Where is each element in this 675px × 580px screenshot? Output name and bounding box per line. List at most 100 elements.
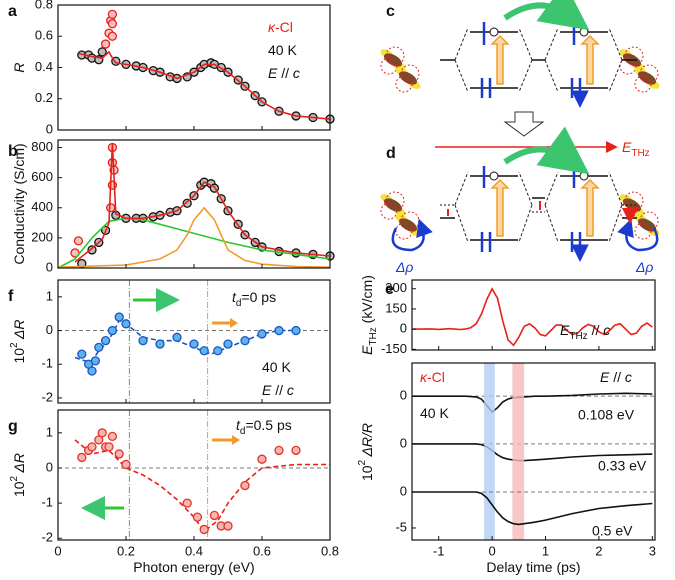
panel-label: d xyxy=(386,145,396,162)
data-point xyxy=(87,442,97,452)
text-part: 2 xyxy=(9,475,20,481)
y-axis-label: 102 ΔR xyxy=(9,319,27,363)
text-part: d xyxy=(236,298,242,309)
y-tick-label: 600 xyxy=(31,169,53,184)
x-tick-label: 1 xyxy=(542,543,549,558)
data-point xyxy=(291,445,301,456)
text-part: Δρ xyxy=(635,259,653,275)
text-part: // xyxy=(277,65,293,81)
data-point xyxy=(182,498,192,508)
annotation: κ-Cl xyxy=(268,19,293,35)
x-axis-label: Photon energy (eV) xyxy=(133,559,254,575)
spin xyxy=(480,22,580,98)
y-axis-label: 102 ΔR xyxy=(9,453,27,497)
x-tick-label: 0 xyxy=(54,543,61,558)
charge-shift xyxy=(617,218,659,252)
data-point xyxy=(73,236,84,246)
text-part: 40 K xyxy=(420,405,449,421)
x-tick-label: 0 xyxy=(488,543,495,558)
data-point xyxy=(199,524,209,535)
molecule xyxy=(393,211,423,240)
data-point xyxy=(114,449,124,459)
y-tick-label: 0 xyxy=(400,435,407,450)
y-tick-label: -2 xyxy=(41,530,53,545)
text-part: E xyxy=(622,139,632,155)
text-part: =0 ps xyxy=(241,289,276,305)
text-part: t xyxy=(232,289,237,305)
y-tick-label: 0 xyxy=(400,388,407,403)
text-part: 2 xyxy=(357,459,368,465)
data-point xyxy=(209,510,220,521)
data-point xyxy=(97,47,107,57)
diagram-c: c ETHz xyxy=(378,0,662,159)
y-tick-label: 0.6 xyxy=(35,28,53,43)
plot-frame xyxy=(411,362,656,541)
arrow-head xyxy=(232,435,240,445)
panel-label: e xyxy=(385,281,394,298)
x-tick-label: 0.8 xyxy=(321,543,339,558)
y-tick-label: 0 xyxy=(46,459,53,474)
data-point xyxy=(107,9,118,20)
data-point xyxy=(100,336,111,346)
text-part: THz xyxy=(368,327,379,345)
data-point xyxy=(107,19,118,29)
data-point xyxy=(291,325,301,336)
text-part: THz xyxy=(569,331,587,342)
data-line xyxy=(412,443,653,462)
annotation: 40 K xyxy=(420,405,449,421)
level-guide xyxy=(454,27,623,93)
delta-rho: Δρ xyxy=(395,259,413,275)
level-shift xyxy=(447,201,630,216)
text-part: 2 xyxy=(9,342,20,348)
spin xyxy=(480,166,580,252)
charge-shift xyxy=(391,218,433,252)
hole xyxy=(579,171,589,181)
data-point xyxy=(192,512,203,522)
diagram-d: d Δρ Δρ xyxy=(378,126,662,275)
data-point xyxy=(274,445,284,456)
text-part: (kV/cm) xyxy=(359,275,375,327)
energy-level xyxy=(440,31,637,89)
data-point xyxy=(182,198,192,208)
annotation: td=0.5 ps xyxy=(236,417,292,437)
text-part: Conductivity (S/cm) xyxy=(11,143,27,264)
data-point xyxy=(172,332,182,342)
level-guide xyxy=(454,171,623,243)
text-part: t xyxy=(236,417,241,433)
text-part: d xyxy=(240,426,246,437)
annotation: 40 K xyxy=(268,42,297,58)
y-axis-label: 102 ΔR/R xyxy=(357,423,375,481)
text-part: // xyxy=(609,369,625,385)
y-tick-label: 800 xyxy=(31,139,53,154)
excitation xyxy=(490,178,600,237)
data-line xyxy=(74,319,296,362)
y-tick-label: 1 xyxy=(46,424,53,439)
y-tick-label: 1 xyxy=(46,288,53,303)
molecule xyxy=(632,64,662,93)
data-point xyxy=(77,349,87,359)
text-part: 10 xyxy=(359,465,375,481)
text-part: 40 K xyxy=(262,359,291,375)
x-tick-label: 2 xyxy=(595,543,602,558)
text-part: Δρ xyxy=(395,259,413,275)
data-point xyxy=(189,339,199,349)
text-part: Photon energy (eV) xyxy=(133,559,254,575)
hole xyxy=(489,27,499,37)
text-part: // xyxy=(588,322,604,338)
y-axis-label: Conductivity (S/cm) xyxy=(11,143,27,264)
data-point xyxy=(240,336,250,346)
data-point xyxy=(155,339,165,349)
data-line xyxy=(57,217,331,269)
data-point xyxy=(274,325,284,336)
text-part: =0.5 ps xyxy=(245,417,291,433)
data-line xyxy=(74,142,331,263)
annotation: E // c xyxy=(600,369,632,385)
series-label: 0.33 eV xyxy=(598,458,647,474)
data-point xyxy=(90,356,101,366)
x-axis-label: Delay time (ps) xyxy=(486,559,580,575)
y-tick-label: -1 xyxy=(41,495,53,510)
transfer-arrow xyxy=(503,0,590,31)
text-part: c xyxy=(603,322,610,338)
x-tick-label: -1 xyxy=(433,543,445,558)
annotation: E // c xyxy=(262,382,294,398)
